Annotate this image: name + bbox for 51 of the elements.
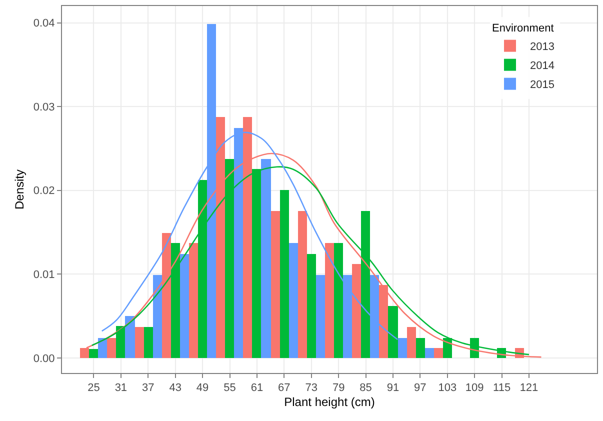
x-tick-label: 43: [169, 382, 182, 394]
x-tick-label: 91: [386, 382, 400, 394]
bar: [334, 243, 343, 358]
bar: [316, 275, 325, 358]
y-tick-label: 0.04: [33, 18, 55, 30]
bar: [125, 316, 135, 358]
x-tick-label: 85: [360, 382, 372, 394]
bar: [298, 211, 307, 358]
bar: [325, 243, 334, 358]
legend-label: 2013: [530, 41, 554, 54]
bar: [135, 327, 144, 358]
bar: [153, 275, 162, 358]
x-tick-label: 37: [142, 382, 154, 394]
bar: [434, 348, 443, 358]
x-tick-label: 103: [438, 382, 457, 394]
x-tick-label: 97: [414, 382, 426, 394]
x-axis-title: Plant height (cm): [284, 395, 375, 410]
bar: [89, 349, 98, 358]
x-tick-label: 73: [305, 382, 318, 394]
bar: [144, 327, 153, 358]
legend-label: 2014: [530, 60, 554, 72]
y-tick-label: 0.01: [33, 268, 55, 281]
bar: [407, 327, 416, 358]
bar: [261, 159, 271, 358]
bar: [271, 211, 280, 358]
x-tick-label: 109: [465, 382, 484, 394]
x-tick-label: 115: [493, 382, 511, 394]
x-tick-label: 49: [196, 382, 209, 394]
x-tick-label: 31: [114, 382, 128, 394]
x-tick-label: 121: [520, 382, 538, 394]
bar: [280, 190, 289, 358]
x-tick-label: 79: [332, 382, 345, 394]
x-tick-label: 67: [278, 382, 290, 394]
x-tick-label: 61: [250, 382, 264, 394]
bar: [416, 338, 425, 358]
x-tick-label: 25: [88, 382, 100, 394]
legend-label: 2015: [530, 79, 554, 92]
bar: [388, 306, 398, 358]
bar: [98, 338, 107, 358]
x-tick-label: 55: [224, 382, 236, 394]
legend-title: Environment: [492, 22, 554, 34]
bar: [289, 243, 298, 358]
bar: [425, 348, 434, 358]
y-tick-label: 0.02: [33, 185, 55, 198]
bar: [307, 254, 316, 358]
bar: [180, 254, 189, 358]
y-tick-label: 0.03: [33, 101, 55, 114]
bar: [352, 264, 361, 358]
y-tick-label: 0.00: [33, 352, 55, 365]
y-axis-title: Density: [12, 169, 27, 210]
bar: [189, 243, 198, 358]
